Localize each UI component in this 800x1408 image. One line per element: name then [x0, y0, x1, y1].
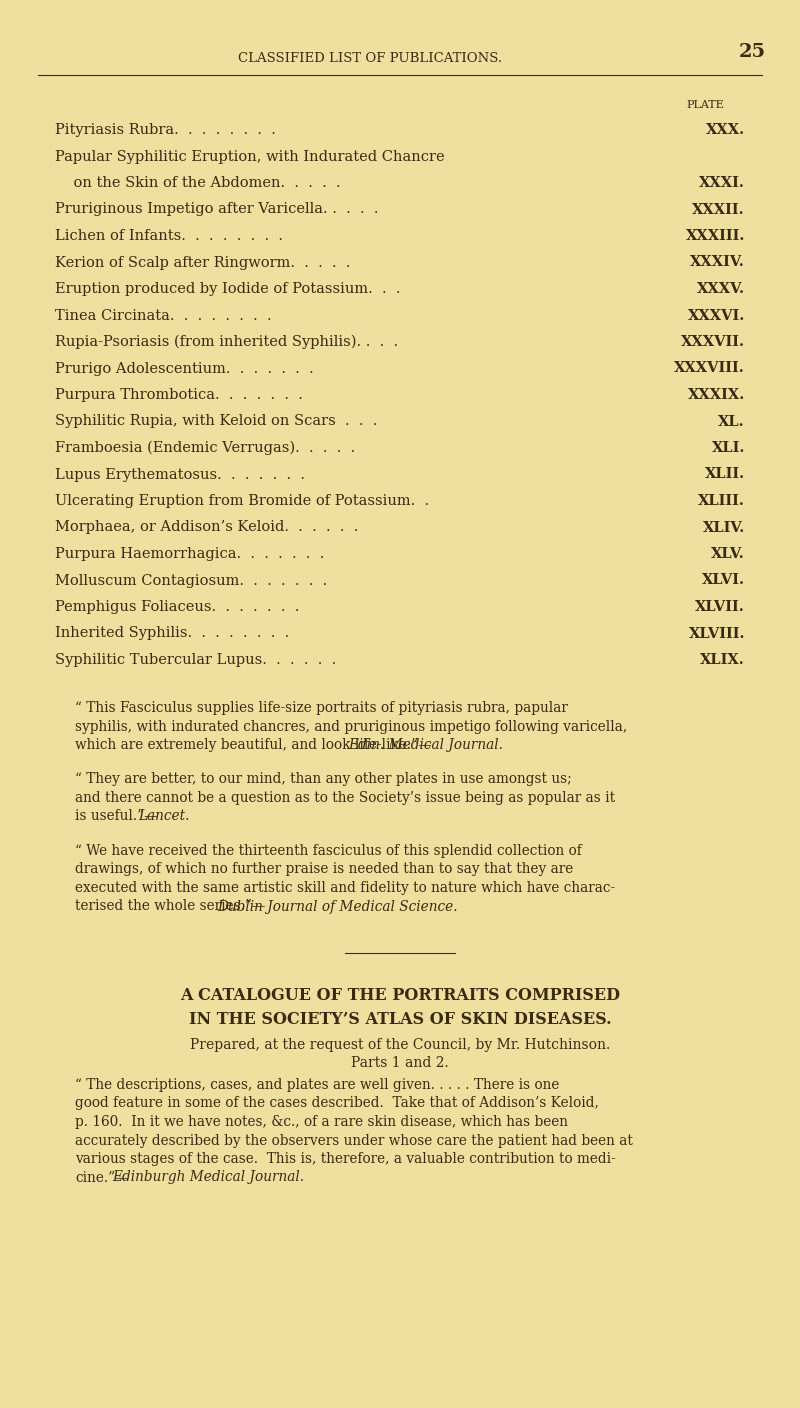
Text: on the Skin of the Abdomen.  .  .  .  .: on the Skin of the Abdomen. . . . .: [55, 176, 341, 190]
Text: Purpura Haemorrhagica.  .  .  .  .  .  .: Purpura Haemorrhagica. . . . . . .: [55, 546, 324, 560]
Text: syphilis, with indurated chancres, and pruriginous impetigo following varicella,: syphilis, with indurated chancres, and p…: [75, 719, 627, 734]
Text: Inherited Syphilis.  .  .  .  .  .  .  .: Inherited Syphilis. . . . . . . .: [55, 627, 290, 641]
Text: XLI.: XLI.: [712, 441, 745, 455]
Text: XXXVII.: XXXVII.: [681, 335, 745, 349]
Text: Molluscum Contagiosum.  .  .  .  .  .  .: Molluscum Contagiosum. . . . . . .: [55, 573, 327, 587]
Text: XLIV.: XLIV.: [702, 521, 745, 535]
Text: Morphaea, or Addison’s Keloid.  .  .  .  .  .: Morphaea, or Addison’s Keloid. . . . . .: [55, 521, 358, 535]
Text: Eruption produced by Iodide of Potassium.  .  .: Eruption produced by Iodide of Potassium…: [55, 282, 401, 296]
Text: A CATALOGUE OF THE PORTRAITS COMPRISED: A CATALOGUE OF THE PORTRAITS COMPRISED: [180, 987, 620, 1004]
Text: XXXII.: XXXII.: [692, 203, 745, 217]
Text: XXXI.: XXXI.: [699, 176, 745, 190]
Text: XLVII.: XLVII.: [695, 600, 745, 614]
Text: various stages of the case.  This is, therefore, a valuable contribution to medi: various stages of the case. This is, the…: [75, 1152, 616, 1166]
Text: terised the whole series.”—: terised the whole series.”—: [75, 900, 266, 914]
Text: XLIII.: XLIII.: [698, 494, 745, 508]
Text: XXXVIII.: XXXVIII.: [674, 362, 745, 376]
Text: drawings, of which no further praise is needed than to say that they are: drawings, of which no further praise is …: [75, 863, 574, 877]
Text: Lancet.: Lancet.: [138, 810, 190, 824]
Text: is useful.”—: is useful.”—: [75, 810, 158, 824]
Text: XLVIII.: XLVIII.: [689, 627, 745, 641]
Text: Parts 1 and 2.: Parts 1 and 2.: [351, 1056, 449, 1070]
Text: XXX.: XXX.: [706, 122, 745, 137]
Text: XLVI.: XLVI.: [702, 573, 745, 587]
Text: XXXIV.: XXXIV.: [690, 255, 745, 269]
Text: XLII.: XLII.: [705, 467, 745, 482]
Text: “ They are better, to our mind, than any other plates in use amongst us;: “ They are better, to our mind, than any…: [75, 773, 572, 787]
Text: good feature in some of the cases described.  Take that of Addison’s Keloid,: good feature in some of the cases descri…: [75, 1097, 599, 1111]
Text: Tinea Circinata.  .  .  .  .  .  .  .: Tinea Circinata. . . . . . . .: [55, 308, 272, 322]
Text: “ The descriptions, cases, and plates are well given. . . . . There is one: “ The descriptions, cases, and plates ar…: [75, 1079, 559, 1093]
Text: Lupus Erythematosus.  .  .  .  .  .  .: Lupus Erythematosus. . . . . . .: [55, 467, 305, 482]
Text: “ We have received the thirteenth fasciculus of this splendid collection of: “ We have received the thirteenth fascic…: [75, 843, 582, 857]
Text: Dublin Journal of Medical Science.: Dublin Journal of Medical Science.: [217, 900, 458, 914]
Text: XXXVI.: XXXVI.: [688, 308, 745, 322]
Text: XXXV.: XXXV.: [697, 282, 745, 296]
Text: Prepared, at the request of the Council, by Mr. Hutchinson.: Prepared, at the request of the Council,…: [190, 1038, 610, 1052]
Text: “ This Fasciculus supplies life-size portraits of pityriasis rubra, papular: “ This Fasciculus supplies life-size por…: [75, 701, 568, 715]
Text: XXXIII.: XXXIII.: [686, 230, 745, 244]
Text: IN THE SOCIETY’S ATLAS OF SKIN DISEASES.: IN THE SOCIETY’S ATLAS OF SKIN DISEASES.: [189, 1011, 611, 1028]
Text: executed with the same artistic skill and fidelity to nature which have charac-: executed with the same artistic skill an…: [75, 881, 615, 895]
Text: Edin. Medical Journal.: Edin. Medical Journal.: [348, 738, 503, 752]
Text: cine.”—: cine.”—: [75, 1170, 129, 1184]
Text: and there cannot be a question as to the Society’s issue being as popular as it: and there cannot be a question as to the…: [75, 791, 615, 805]
Text: Rupia-Psoriasis (from inherited Syphilis). .  .  .: Rupia-Psoriasis (from inherited Syphilis…: [55, 335, 398, 349]
Text: accurately described by the observers under whose care the patient had been at: accurately described by the observers un…: [75, 1133, 633, 1148]
Text: XLV.: XLV.: [711, 546, 745, 560]
Text: PLATE: PLATE: [686, 100, 724, 110]
Text: Lichen of Infants.  .  .  .  .  .  .  .: Lichen of Infants. . . . . . . .: [55, 230, 283, 244]
Text: Edinburgh Medical Journal.: Edinburgh Medical Journal.: [112, 1170, 304, 1184]
Text: which are extremely beautiful, and look life-like.”—: which are extremely beautiful, and look …: [75, 738, 432, 752]
Text: Pemphigus Foliaceus.  .  .  .  .  .  .: Pemphigus Foliaceus. . . . . . .: [55, 600, 299, 614]
Text: XLIX.: XLIX.: [700, 653, 745, 667]
Text: Syphilitic Tubercular Lupus.  .  .  .  .  .: Syphilitic Tubercular Lupus. . . . . .: [55, 653, 336, 667]
Text: CLASSIFIED LIST OF PUBLICATIONS.: CLASSIFIED LIST OF PUBLICATIONS.: [238, 52, 502, 65]
Text: Pruriginous Impetigo after Varicella. .  .  .  .: Pruriginous Impetigo after Varicella. . …: [55, 203, 378, 217]
Text: p. 160.  In it we have notes, &c., of a rare skin disease, which has been: p. 160. In it we have notes, &c., of a r…: [75, 1115, 568, 1129]
Text: Papular Syphilitic Eruption, with Indurated Chancre: Papular Syphilitic Eruption, with Indura…: [55, 149, 445, 163]
Text: Framboesia (Endemic Verrugas).  .  .  .  .: Framboesia (Endemic Verrugas). . . . .: [55, 441, 355, 455]
Text: Pityriasis Rubra.  .  .  .  .  .  .  .: Pityriasis Rubra. . . . . . . .: [55, 122, 276, 137]
Text: XXXIX.: XXXIX.: [688, 389, 745, 403]
Text: Ulcerating Eruption from Bromide of Potassium.  .: Ulcerating Eruption from Bromide of Pota…: [55, 494, 429, 508]
Text: Prurigo Adolescentium.  .  .  .  .  .  .: Prurigo Adolescentium. . . . . . .: [55, 362, 314, 376]
Text: Purpura Thrombotica.  .  .  .  .  .  .: Purpura Thrombotica. . . . . . .: [55, 389, 303, 403]
Text: Kerion of Scalp after Ringworm.  .  .  .  .: Kerion of Scalp after Ringworm. . . . .: [55, 255, 350, 269]
Text: Syphilitic Rupia, with Keloid on Scars  .  .  .: Syphilitic Rupia, with Keloid on Scars .…: [55, 414, 378, 428]
Text: 25: 25: [738, 44, 766, 61]
Text: XL.: XL.: [718, 414, 745, 428]
